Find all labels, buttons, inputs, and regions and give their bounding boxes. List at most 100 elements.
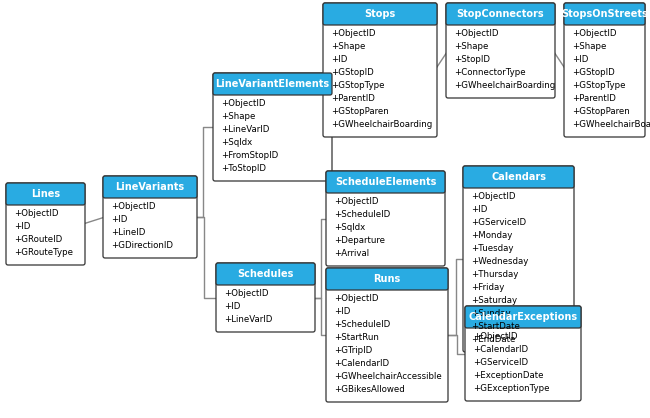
Text: +GServiceID: +GServiceID: [473, 358, 528, 367]
FancyBboxPatch shape: [213, 73, 332, 95]
FancyBboxPatch shape: [6, 183, 85, 265]
Text: +Friday: +Friday: [471, 283, 504, 292]
Text: StopsOnStreets: StopsOnStreets: [561, 9, 648, 19]
FancyBboxPatch shape: [326, 268, 448, 402]
FancyBboxPatch shape: [326, 171, 445, 266]
Bar: [329, 190, 442, 192]
Text: +GStopID: +GStopID: [572, 68, 615, 77]
FancyBboxPatch shape: [213, 73, 332, 181]
FancyBboxPatch shape: [463, 166, 574, 188]
Bar: [215, 89, 330, 93]
Text: +Departure: +Departure: [334, 236, 385, 245]
Text: +Sqldx: +Sqldx: [334, 223, 365, 232]
Text: +GRouteType: +GRouteType: [14, 248, 73, 257]
Text: +ObjectID: +ObjectID: [572, 29, 616, 38]
Text: Runs: Runs: [373, 274, 400, 284]
Text: +ObjectID: +ObjectID: [473, 332, 517, 341]
FancyBboxPatch shape: [446, 3, 555, 98]
Text: +ObjectID: +ObjectID: [454, 29, 499, 38]
Text: +GWheelchairAccessible: +GWheelchairAccessible: [334, 372, 442, 381]
Text: +ParentID: +ParentID: [331, 94, 375, 103]
Text: +Sunday: +Sunday: [471, 309, 511, 318]
Text: +GStopParen: +GStopParen: [331, 107, 389, 116]
Bar: [449, 22, 552, 24]
FancyBboxPatch shape: [465, 306, 581, 328]
Text: +Monday: +Monday: [471, 231, 512, 240]
Text: +ToStopID: +ToStopID: [221, 164, 266, 173]
Text: +ID: +ID: [111, 215, 127, 224]
Text: Schedules: Schedules: [237, 269, 294, 279]
Text: +StartRun: +StartRun: [334, 333, 379, 342]
Text: +ObjectID: +ObjectID: [111, 202, 155, 211]
FancyBboxPatch shape: [463, 166, 574, 352]
Text: +ScheduleID: +ScheduleID: [334, 320, 390, 329]
FancyBboxPatch shape: [216, 263, 315, 332]
FancyBboxPatch shape: [326, 268, 448, 290]
Text: +StartDate: +StartDate: [471, 322, 520, 331]
Text: CalendarExceptions: CalendarExceptions: [469, 312, 578, 322]
Text: +FromStopID: +FromStopID: [221, 151, 278, 160]
Text: Stops: Stops: [365, 9, 396, 19]
Text: +Shape: +Shape: [454, 42, 488, 51]
Text: +GBikesAllowed: +GBikesAllowed: [334, 385, 405, 394]
Text: +ID: +ID: [331, 55, 347, 64]
Bar: [329, 287, 445, 289]
Text: +Tuesday: +Tuesday: [471, 244, 514, 253]
Text: +GExceptionType: +GExceptionType: [473, 384, 549, 393]
Text: +StopID: +StopID: [454, 55, 490, 64]
Text: +GRouteID: +GRouteID: [14, 235, 62, 244]
Text: +GStopType: +GStopType: [572, 81, 625, 90]
Bar: [9, 202, 82, 204]
FancyBboxPatch shape: [103, 176, 197, 198]
Bar: [8, 199, 83, 203]
Text: LineVariants: LineVariants: [116, 182, 185, 192]
Text: +Arrival: +Arrival: [334, 249, 369, 258]
Text: +ObjectID: +ObjectID: [331, 29, 376, 38]
Text: +CalendarID: +CalendarID: [473, 345, 528, 354]
Bar: [465, 182, 572, 186]
Text: +ExceptionDate: +ExceptionDate: [473, 371, 543, 380]
Text: +GWheelchairBoarding: +GWheelchairBoarding: [454, 81, 555, 90]
Text: +GStopParen: +GStopParen: [572, 107, 630, 116]
Text: +Sqldx: +Sqldx: [221, 138, 252, 147]
Text: +LineVarID: +LineVarID: [224, 315, 272, 324]
Text: +CalendarID: +CalendarID: [334, 359, 389, 368]
Text: +ID: +ID: [14, 222, 31, 231]
Text: +ID: +ID: [224, 302, 240, 311]
Text: +Shape: +Shape: [331, 42, 365, 51]
Text: +GServiceID: +GServiceID: [471, 218, 526, 227]
FancyBboxPatch shape: [6, 183, 85, 205]
FancyBboxPatch shape: [103, 176, 197, 258]
Bar: [328, 284, 446, 288]
Text: +GStopID: +GStopID: [331, 68, 374, 77]
Text: +ID: +ID: [572, 55, 588, 64]
Bar: [219, 282, 312, 284]
Text: +ID: +ID: [471, 205, 488, 214]
Bar: [216, 92, 329, 94]
Bar: [567, 22, 642, 24]
Text: +GWheelchairBoarding: +GWheelchairBoarding: [331, 120, 432, 129]
Text: +Wednesday: +Wednesday: [471, 257, 528, 266]
Text: +LineVarID: +LineVarID: [221, 125, 269, 134]
Text: +GStopType: +GStopType: [331, 81, 385, 90]
Text: +ID: +ID: [334, 307, 350, 316]
Bar: [448, 19, 553, 23]
Bar: [325, 19, 435, 23]
Bar: [105, 192, 195, 196]
Text: Lines: Lines: [31, 189, 60, 199]
Bar: [328, 187, 443, 191]
FancyBboxPatch shape: [326, 171, 445, 193]
Text: +EndDate: +EndDate: [471, 335, 515, 344]
Bar: [468, 325, 578, 327]
Text: +ObjectID: +ObjectID: [14, 209, 58, 218]
Text: +ConnectorType: +ConnectorType: [454, 68, 526, 77]
Bar: [326, 22, 434, 24]
Text: +Thursday: +Thursday: [471, 270, 519, 279]
Text: +ObjectID: +ObjectID: [471, 192, 515, 201]
Text: LineVariantElements: LineVariantElements: [215, 79, 330, 89]
Bar: [566, 19, 643, 23]
Text: +Shape: +Shape: [221, 112, 255, 121]
Bar: [106, 195, 194, 197]
FancyBboxPatch shape: [216, 263, 315, 285]
Text: +Saturday: +Saturday: [471, 296, 517, 305]
